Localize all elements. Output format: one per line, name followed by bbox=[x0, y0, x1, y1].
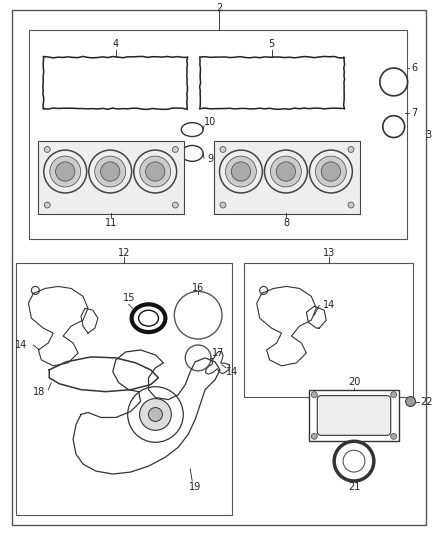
Text: 6: 6 bbox=[411, 63, 417, 73]
Text: 15: 15 bbox=[123, 293, 135, 303]
Circle shape bbox=[343, 450, 365, 472]
Circle shape bbox=[140, 156, 171, 187]
Text: 20: 20 bbox=[348, 377, 360, 387]
Circle shape bbox=[271, 156, 301, 187]
FancyBboxPatch shape bbox=[214, 141, 360, 214]
Circle shape bbox=[391, 433, 397, 439]
Circle shape bbox=[56, 162, 75, 181]
Circle shape bbox=[220, 147, 226, 152]
Text: 17: 17 bbox=[212, 348, 224, 358]
Circle shape bbox=[348, 202, 354, 208]
Circle shape bbox=[406, 397, 416, 407]
Circle shape bbox=[95, 156, 126, 187]
Text: 21: 21 bbox=[348, 482, 360, 492]
Circle shape bbox=[50, 156, 81, 187]
Circle shape bbox=[348, 147, 354, 152]
Text: 14: 14 bbox=[226, 367, 238, 377]
Circle shape bbox=[148, 408, 162, 422]
Text: 3: 3 bbox=[425, 130, 431, 140]
Circle shape bbox=[145, 162, 165, 181]
FancyBboxPatch shape bbox=[317, 395, 391, 435]
Text: 14: 14 bbox=[323, 300, 336, 310]
Text: 7: 7 bbox=[411, 108, 418, 118]
Circle shape bbox=[44, 202, 50, 208]
Text: 8: 8 bbox=[283, 218, 290, 228]
Text: 9: 9 bbox=[207, 155, 213, 164]
Text: 16: 16 bbox=[192, 284, 204, 294]
Circle shape bbox=[315, 156, 346, 187]
Circle shape bbox=[44, 147, 50, 152]
Text: 4: 4 bbox=[113, 39, 119, 49]
Bar bbox=[15, 263, 232, 515]
Circle shape bbox=[321, 162, 340, 181]
Ellipse shape bbox=[138, 310, 159, 326]
Circle shape bbox=[231, 162, 251, 181]
Text: 12: 12 bbox=[117, 248, 130, 257]
Circle shape bbox=[311, 433, 317, 439]
Bar bbox=[29, 30, 406, 239]
Circle shape bbox=[226, 156, 256, 187]
Text: 22: 22 bbox=[420, 397, 433, 407]
Text: 18: 18 bbox=[33, 386, 46, 397]
Circle shape bbox=[140, 399, 171, 430]
Text: 11: 11 bbox=[105, 218, 117, 228]
Text: 13: 13 bbox=[323, 248, 336, 257]
Circle shape bbox=[276, 162, 296, 181]
Text: 10: 10 bbox=[204, 117, 216, 127]
Circle shape bbox=[220, 202, 226, 208]
Bar bbox=[309, 390, 399, 441]
Circle shape bbox=[101, 162, 120, 181]
FancyBboxPatch shape bbox=[39, 141, 184, 214]
Circle shape bbox=[311, 392, 317, 398]
Bar bbox=[244, 263, 413, 397]
Circle shape bbox=[172, 202, 178, 208]
Text: 19: 19 bbox=[189, 482, 201, 492]
Circle shape bbox=[391, 392, 397, 398]
Text: 5: 5 bbox=[268, 39, 275, 49]
Text: 14: 14 bbox=[15, 340, 28, 350]
Text: 2: 2 bbox=[216, 3, 222, 12]
Circle shape bbox=[172, 147, 178, 152]
